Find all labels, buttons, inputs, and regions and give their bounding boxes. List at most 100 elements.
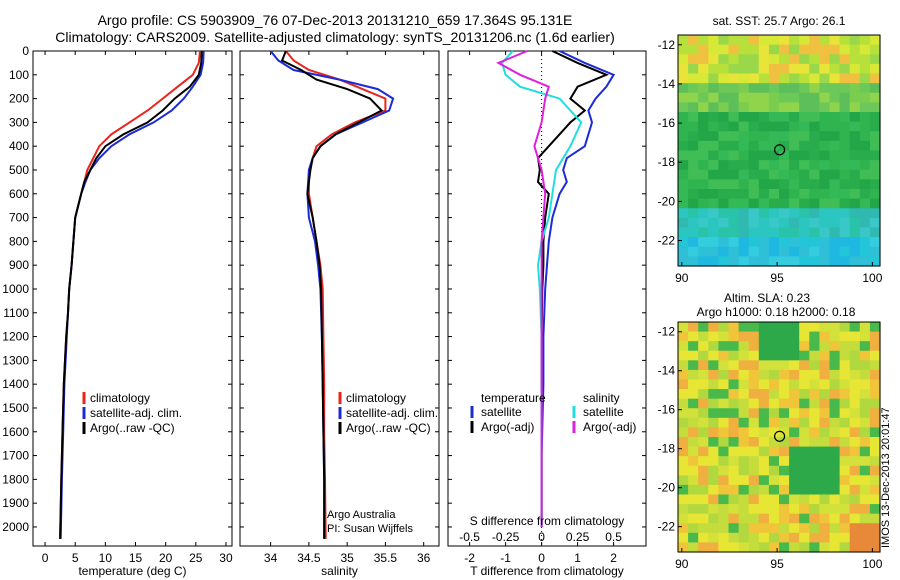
map-cell bbox=[799, 417, 810, 429]
map-cell bbox=[708, 408, 719, 419]
map-cell bbox=[849, 369, 861, 381]
map-cell bbox=[799, 398, 810, 409]
map-cell bbox=[839, 437, 851, 448]
map-cell bbox=[809, 475, 820, 486]
map-cell bbox=[779, 417, 790, 429]
map-cell bbox=[869, 446, 881, 457]
map-cell bbox=[678, 150, 689, 161]
y-tick-label: 700 bbox=[9, 211, 29, 225]
map-cell bbox=[748, 112, 760, 123]
map-cell bbox=[869, 140, 881, 152]
x-tick-label: 90 bbox=[675, 557, 689, 571]
map-cell bbox=[728, 532, 740, 544]
map-cell bbox=[839, 523, 851, 534]
map-cell bbox=[799, 92, 810, 103]
map-cell bbox=[688, 169, 699, 180]
map-cell bbox=[839, 369, 851, 381]
map-cell bbox=[768, 427, 780, 438]
map-cell bbox=[779, 398, 790, 409]
map-cell bbox=[839, 350, 851, 361]
map-cell bbox=[859, 208, 871, 219]
map-cell bbox=[799, 513, 810, 524]
map-cell bbox=[748, 140, 760, 152]
map-cell bbox=[819, 208, 831, 219]
map-cell bbox=[829, 189, 841, 200]
map-cell bbox=[809, 437, 820, 448]
map-cell bbox=[738, 54, 750, 65]
map-cell bbox=[779, 54, 790, 65]
map-cell bbox=[819, 427, 831, 438]
y-tick-label: 400 bbox=[9, 139, 29, 153]
map-cell bbox=[728, 408, 740, 419]
map-cell bbox=[768, 369, 780, 381]
y-tick-label: 200 bbox=[9, 92, 29, 106]
map-cell bbox=[748, 446, 760, 457]
map-cell bbox=[758, 73, 770, 84]
map-cell bbox=[698, 513, 709, 524]
map-cell bbox=[829, 198, 841, 209]
map-cell bbox=[728, 523, 740, 534]
map-cell bbox=[869, 322, 881, 333]
map-cell bbox=[829, 83, 841, 94]
map-cell bbox=[708, 237, 719, 248]
map-cell bbox=[758, 102, 770, 113]
map-cell bbox=[829, 131, 841, 142]
map-cell bbox=[728, 150, 740, 161]
map-cell bbox=[859, 63, 871, 75]
map-cell bbox=[708, 437, 719, 448]
map-cell bbox=[859, 83, 871, 94]
map-cell bbox=[688, 398, 699, 409]
map-cell bbox=[688, 189, 699, 200]
map-cell bbox=[809, 350, 820, 361]
map-cell bbox=[738, 331, 750, 342]
map-cell bbox=[809, 523, 820, 534]
map-cell bbox=[829, 35, 841, 46]
map-cell bbox=[708, 92, 719, 103]
timestamp-label: IMOS 13-Dec-2013 20:01:47 bbox=[880, 407, 892, 548]
map-cell bbox=[809, 179, 820, 190]
map-cell bbox=[738, 92, 750, 103]
map-cell bbox=[698, 465, 709, 476]
map-cell bbox=[728, 217, 740, 229]
map-cell bbox=[799, 140, 810, 152]
map-cell bbox=[758, 83, 770, 94]
map-cell bbox=[758, 131, 770, 142]
map-cell bbox=[859, 179, 871, 190]
map-cell bbox=[678, 189, 689, 200]
temperature-series-satellite bbox=[59, 50, 205, 539]
map-cell bbox=[839, 83, 851, 94]
map-cell bbox=[678, 389, 689, 400]
map-cell bbox=[819, 389, 831, 400]
map-cell bbox=[718, 44, 730, 55]
map-cell bbox=[758, 331, 770, 342]
map-cell bbox=[829, 256, 841, 267]
map-cell bbox=[698, 408, 709, 419]
map-cell bbox=[728, 504, 740, 515]
map-cell bbox=[738, 150, 750, 161]
y-tick-label: 1700 bbox=[2, 449, 29, 463]
map-cell bbox=[768, 331, 780, 342]
map-cell bbox=[688, 504, 699, 515]
map-cell bbox=[728, 227, 740, 238]
map-cell bbox=[738, 437, 750, 448]
map-cell bbox=[779, 217, 790, 229]
map-cell bbox=[789, 504, 800, 515]
map-cell bbox=[799, 83, 810, 94]
map-cell bbox=[708, 179, 719, 190]
map-cell bbox=[688, 54, 699, 65]
map-cell bbox=[768, 456, 780, 467]
map-cell bbox=[738, 256, 750, 267]
map-cell bbox=[678, 237, 689, 248]
map-cell bbox=[718, 331, 730, 342]
map-cell bbox=[728, 369, 740, 381]
map-cell bbox=[698, 44, 709, 55]
map-cell bbox=[758, 35, 770, 46]
map-cell bbox=[869, 179, 881, 190]
map-cell bbox=[688, 379, 699, 390]
map-cell bbox=[789, 427, 800, 438]
map-cell bbox=[869, 131, 881, 142]
map-cell bbox=[738, 475, 750, 486]
map-cell bbox=[768, 73, 780, 84]
map-cell bbox=[869, 54, 881, 65]
temperature-series-argo bbox=[59, 50, 203, 539]
